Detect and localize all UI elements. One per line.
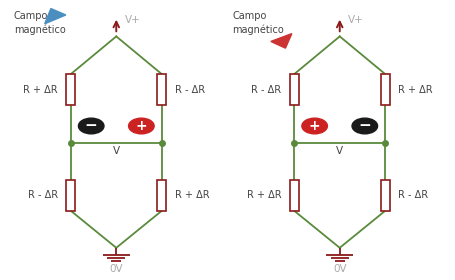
Circle shape	[128, 118, 154, 134]
Bar	[66, 180, 75, 211]
Text: R + ΔR: R + ΔR	[23, 85, 58, 95]
Polygon shape	[45, 9, 66, 24]
Text: V+: V+	[124, 15, 140, 25]
Circle shape	[78, 118, 104, 134]
Bar	[289, 180, 298, 211]
Circle shape	[301, 118, 327, 134]
Text: 0V: 0V	[109, 264, 123, 274]
Circle shape	[351, 118, 377, 134]
Bar	[157, 180, 166, 211]
Polygon shape	[270, 34, 291, 48]
Bar	[157, 74, 166, 105]
Bar	[289, 74, 298, 105]
Text: V: V	[112, 146, 120, 156]
Text: +: +	[135, 119, 147, 133]
Text: R + ΔR: R + ΔR	[397, 85, 432, 95]
Text: 0V: 0V	[332, 264, 346, 274]
Text: R - ΔR: R - ΔR	[174, 85, 204, 95]
Text: V+: V+	[347, 15, 363, 25]
Text: R - ΔR: R - ΔR	[397, 190, 427, 200]
Text: R - ΔR: R - ΔR	[28, 190, 58, 200]
Bar	[380, 180, 389, 211]
Bar	[380, 74, 389, 105]
Text: +: +	[308, 119, 320, 133]
Text: Campo
magnético: Campo magnético	[14, 11, 65, 35]
Text: −: −	[358, 118, 370, 134]
Text: V: V	[335, 146, 343, 156]
Text: −: −	[85, 118, 97, 134]
Text: R + ΔR: R + ΔR	[174, 190, 209, 200]
Text: Campo
magnético: Campo magnético	[232, 11, 283, 35]
Text: R + ΔR: R + ΔR	[246, 190, 281, 200]
Bar	[66, 74, 75, 105]
Text: R - ΔR: R - ΔR	[251, 85, 281, 95]
